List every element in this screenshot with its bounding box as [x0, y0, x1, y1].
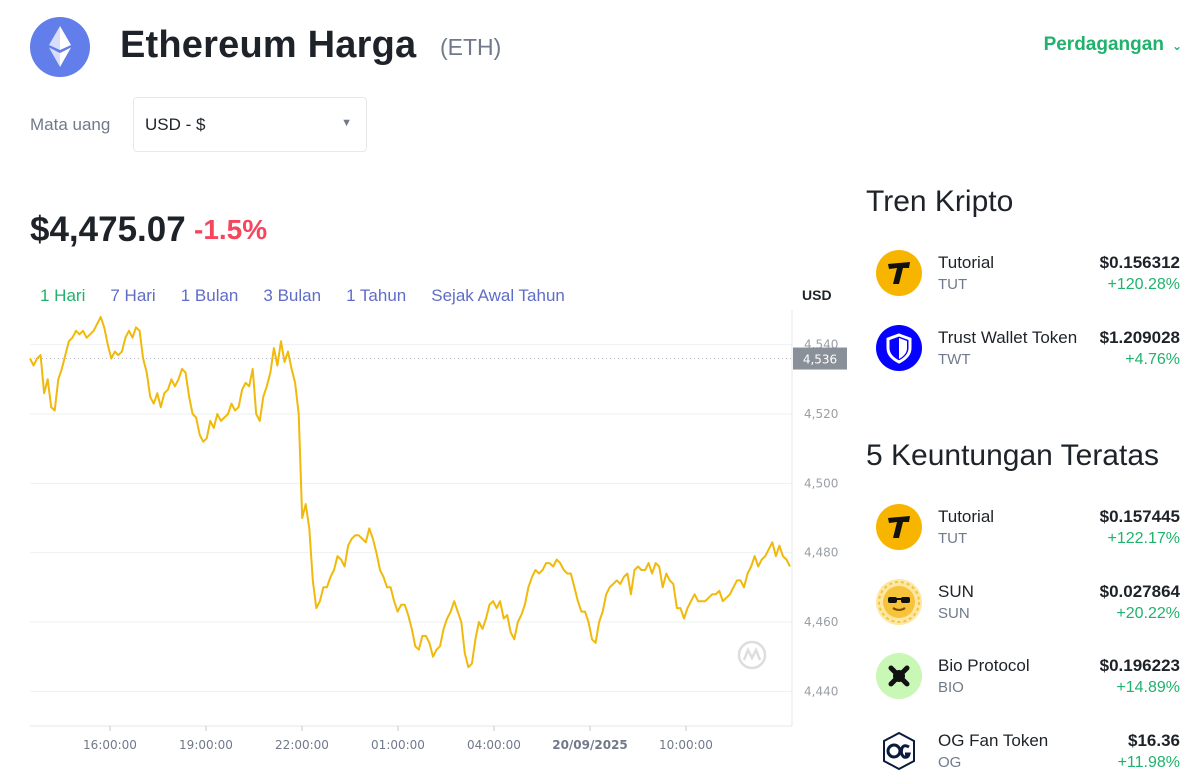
coin-price: $0.027864 — [1099, 582, 1180, 601]
coin-symbol: TWT — [938, 351, 971, 368]
coin-change: +20.22% — [1116, 605, 1180, 622]
coin-price: $0.156312 — [1099, 253, 1180, 272]
trending-item-tutorial[interactable]: Tutorial TUT $0.156312 +120.28% — [876, 250, 1180, 300]
price-change: -1.5% — [194, 214, 268, 245]
coin-change: +14.89% — [1116, 679, 1180, 696]
coin-symbol: BIO — [938, 679, 964, 696]
tab-7-days[interactable]: 7 Hari — [110, 286, 156, 305]
current-price: $4,475.07 — [30, 210, 186, 249]
coin-name: Trust Wallet Token — [938, 328, 1078, 347]
trade-dropdown-button[interactable]: Perdagangan ⌄ — [1044, 34, 1182, 56]
gainer-item-sun[interactable]: SUN SUN $0.027864 +20.22% — [876, 579, 1180, 629]
coin-name: Tutorial — [938, 253, 995, 272]
currency-label: Mata uang — [30, 115, 111, 134]
ethereum-logo-icon — [30, 17, 90, 77]
tab-ytd[interactable]: Sejak Awal Tahun — [431, 286, 565, 305]
x-tick-label: 04:00:00 — [467, 738, 521, 752]
trust-wallet-icon — [876, 325, 922, 371]
coin-name: OG Fan Token — [938, 731, 1049, 750]
bio-protocol-icon — [876, 653, 922, 699]
tab-1-day[interactable]: 1 Hari — [40, 286, 86, 305]
x-tick-label: 20/09/2025 — [552, 738, 628, 752]
price-series-line — [29, 315, 791, 669]
x-tick-label: 10:00:00 — [659, 738, 713, 752]
caret-down-icon: ▼ — [341, 117, 352, 129]
tab-1-month[interactable]: 1 Bulan — [180, 286, 239, 305]
x-tick-label: 16:00:00 — [83, 738, 137, 752]
time-range-tabs: 1 Hari 7 Hari 1 Bulan 3 Bulan 1 Tahun Se… — [40, 286, 590, 306]
coin-price: $0.196223 — [1099, 656, 1180, 675]
coin-symbol: OG — [938, 754, 962, 771]
gainer-item-tutorial[interactable]: Tutorial TUT $0.157445 +122.17% — [876, 504, 1180, 554]
page-header: Ethereum Harga (ETH) Perdagangan ⌄ — [0, 0, 1204, 95]
x-tick-label: 01:00:00 — [371, 738, 425, 752]
page-title: Ethereum Harga — [120, 24, 417, 66]
y-tick-label: 4,500 — [804, 476, 838, 490]
coin-change: +4.76% — [1125, 351, 1180, 368]
coin-change: +122.17% — [1107, 530, 1180, 547]
currency-select[interactable]: USD - $ ▼ — [133, 97, 367, 152]
coinmarketcap-watermark-icon — [737, 640, 767, 670]
coin-name: Tutorial — [938, 507, 995, 526]
price-chart[interactable]: 4,540 4,520 4,500 4,480 4,460 4,440 16:00:00 19… — [0, 300, 860, 776]
trade-label: Perdagangan — [1043, 34, 1164, 55]
gainer-item-og-fan-token[interactable]: OG Fan Token OG $16.36 +11.98% — [876, 728, 1180, 776]
og-fan-token-icon — [876, 728, 922, 774]
y-tick-label: 4,480 — [804, 546, 838, 560]
coin-price: $16.36 — [1128, 731, 1180, 750]
chart-unit-label: USD — [802, 287, 832, 303]
coin-change: +11.98% — [1117, 754, 1180, 771]
x-tick-label: 22:00:00 — [275, 738, 329, 752]
y-tick-label: 4,460 — [804, 615, 838, 629]
currency-selected-value: USD - $ — [145, 115, 206, 134]
gainer-item-bio-protocol[interactable]: Bio Protocol BIO $0.196223 +14.89% — [876, 653, 1180, 703]
coin-price: $0.157445 — [1099, 507, 1180, 526]
y-tick-label: 4,520 — [804, 407, 838, 421]
trending-title: Tren Kripto — [866, 185, 1014, 218]
coin-symbol: TUT — [938, 530, 968, 547]
tab-1-year[interactable]: 1 Tahun — [346, 286, 407, 305]
current-price-marker — [793, 347, 847, 370]
sun-icon — [876, 579, 922, 625]
coin-symbol: SUN — [938, 605, 970, 622]
coin-price: $1.209028 — [1099, 328, 1180, 347]
y-tick-label: 4,440 — [804, 684, 838, 698]
coin-change: +120.28% — [1107, 276, 1180, 293]
coin-name: Bio Protocol — [938, 656, 1030, 675]
tutorial-icon — [876, 504, 922, 550]
coin-name: SUN — [938, 582, 974, 601]
tab-3-months[interactable]: 3 Bulan — [263, 286, 322, 305]
coin-symbol: (ETH) — [440, 34, 502, 60]
trending-item-trust-wallet-token[interactable]: Trust Wallet Token TWT $1.209028 +4.76% — [876, 325, 1180, 375]
x-tick-label: 19:00:00 — [179, 738, 233, 752]
tutorial-icon — [876, 250, 922, 296]
current-price-marker-label: 4,536 — [803, 353, 837, 367]
chevron-down-icon: ⌄ — [1171, 39, 1182, 53]
top-gainers-title: 5 Keuntungan Teratas — [866, 439, 1160, 472]
coin-symbol: TUT — [938, 276, 968, 293]
